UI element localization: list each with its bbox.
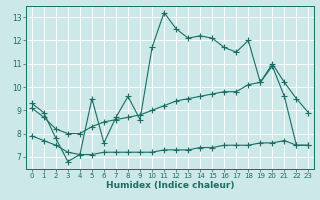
X-axis label: Humidex (Indice chaleur): Humidex (Indice chaleur): [106, 181, 234, 190]
